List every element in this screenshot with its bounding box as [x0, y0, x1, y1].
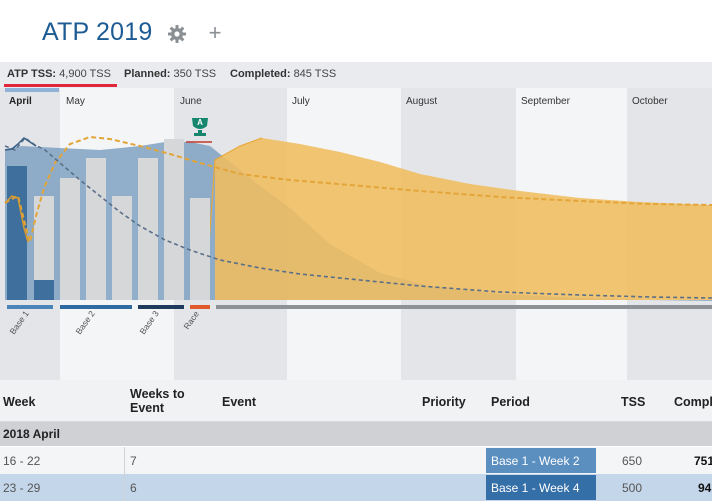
weekly-plan-table: Week Weeks to Event Event Priority Perio… [0, 380, 712, 502]
active-month-marker [5, 88, 59, 92]
week-bar-6[interactable] [138, 158, 158, 300]
header: ATP 2019 + [0, 0, 712, 62]
col-completed[interactable]: Compl [674, 395, 712, 409]
col-weeks-to-event[interactable]: Weeks to Event [130, 387, 185, 415]
period-strip-transition [216, 305, 712, 309]
page-title: ATP 2019 [42, 18, 153, 46]
week-bar-4[interactable] [86, 158, 106, 300]
month-group-row[interactable]: 2018 April [0, 422, 712, 446]
column-divider [124, 447, 125, 474]
completed-value: 845 TSS [293, 68, 337, 80]
month-label-june[interactable]: June [180, 96, 202, 107]
row-tss: 500 [622, 481, 643, 495]
week-bar-completed-1[interactable] [7, 166, 27, 300]
month-label-august[interactable]: August [406, 96, 437, 107]
fatigue-line [4, 136, 712, 299]
completed-summary: Completed: 845 TSS [230, 68, 336, 80]
planned-load-area [215, 138, 712, 300]
active-tab-indicator [4, 84, 117, 87]
period-strip-base3[interactable] [138, 305, 184, 309]
table-row[interactable]: 23 - 29 6 Base 1 - Week 4 500 94 [0, 474, 712, 501]
completed-fitness-line [4, 195, 29, 243]
col-event[interactable]: Event [222, 395, 257, 409]
month-group-label: 2018 April [3, 427, 60, 441]
planned-summary: Planned: 350 TSS [124, 68, 216, 80]
week-bar-7[interactable] [164, 139, 184, 300]
col-period[interactable]: Period [491, 395, 530, 409]
month-label-july[interactable]: July [292, 96, 310, 107]
table-header: Week Weeks to Event Event Priority Perio… [0, 380, 712, 422]
atp-tss-summary[interactable]: ATP TSS: 4,900 TSS [7, 68, 111, 80]
training-load-chart[interactable]: April May June July August September Oct… [0, 88, 712, 380]
row-weeks-to-event: 7 [130, 454, 137, 468]
period-strip-race[interactable] [190, 305, 210, 309]
week-bar-5[interactable] [112, 196, 132, 300]
week-bar-3[interactable] [60, 178, 80, 300]
period-strip-base1[interactable] [7, 305, 53, 309]
col-tss[interactable]: TSS [621, 395, 646, 409]
planned-label: Planned: [124, 68, 171, 80]
row-week: 16 - 22 [3, 454, 41, 468]
atp-tss-value: 4,900 TSS [59, 68, 111, 80]
week-bar-8[interactable] [190, 198, 210, 300]
column-divider [124, 474, 125, 501]
atp-tss-label: ATP TSS: [7, 68, 57, 80]
col-priority[interactable]: Priority [422, 395, 466, 409]
week-bar-2[interactable] [34, 196, 54, 300]
row-weeks-to-event: 6 [130, 481, 137, 495]
tss-summary-bar: ATP TSS: 4,900 TSS Planned: 350 TSS Comp… [0, 62, 712, 88]
row-period-badge[interactable]: Base 1 - Week 2 [486, 448, 596, 473]
row-completed: 94 [698, 481, 712, 495]
add-icon[interactable]: + [208, 20, 222, 45]
gear-icon[interactable] [167, 24, 187, 44]
period-strip-base2[interactable] [60, 305, 132, 309]
row-week: 23 - 29 [3, 481, 41, 495]
month-label-september[interactable]: September [521, 96, 571, 107]
planned-fitness-line [4, 135, 712, 243]
row-period-badge[interactable]: Base 1 - Week 4 [486, 475, 596, 500]
race-trophy-icon[interactable]: A [192, 118, 208, 136]
row-completed: 751 [694, 454, 712, 468]
month-label-april[interactable]: April [9, 96, 32, 107]
row-tss: 650 [622, 454, 643, 468]
week-bar-completed-2[interactable] [34, 280, 54, 300]
completed-fatigue-line [4, 137, 37, 151]
planned-value: 350 TSS [173, 68, 217, 80]
race-priority-label: A [197, 118, 203, 127]
month-label-may[interactable]: May [66, 96, 85, 107]
chart-svg: April May June July August September Oct… [0, 88, 712, 380]
col-week[interactable]: Week [3, 395, 36, 409]
completed-label: Completed: [230, 68, 291, 80]
table-row[interactable]: 16 - 22 7 Base 1 - Week 2 650 751 [0, 447, 712, 474]
month-label-october[interactable]: October [632, 96, 668, 107]
